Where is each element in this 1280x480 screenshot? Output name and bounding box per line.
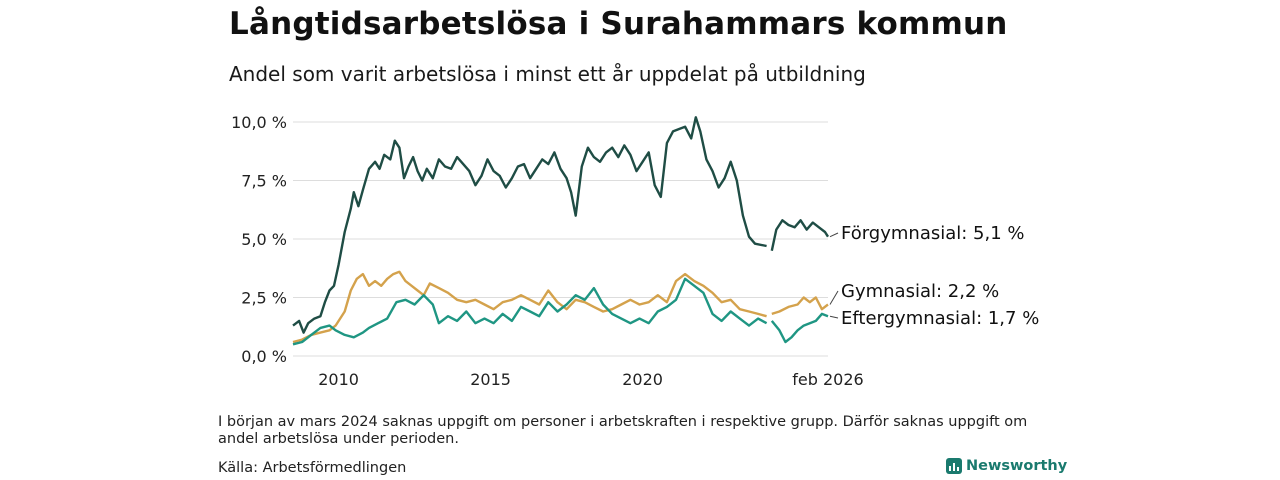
brand-name: Newsworthy [966, 458, 1068, 474]
series-line-forgymnasial [770, 219, 830, 251]
series-line-eftergymnasial [770, 312, 829, 344]
series-line-forgymnasial [292, 116, 767, 334]
newsworthy-icon [946, 458, 962, 474]
brand-logo[interactable]: Newsworthy [946, 458, 1067, 474]
series-lines [292, 116, 830, 346]
x-tick-label: feb 2026 [792, 370, 863, 389]
chart-title: Långtidsarbetslösa i Surahammars kommun [229, 6, 1008, 42]
footnote: I början av mars 2024 saknas uppgift om … [218, 414, 1028, 447]
y-tick-label: 5,0 % [241, 230, 287, 249]
series-line-eftergymnasial [292, 277, 768, 346]
end-label-forgymnasial: Förgymnasial: 5,1 % [841, 223, 1025, 244]
source-text: Källa: Arbetsförmedlingen [218, 460, 407, 476]
label-connector [829, 290, 839, 305]
series-line-gymnasial [292, 270, 767, 344]
chart-subtitle: Andel som varit arbetslösa i minst ett å… [229, 62, 866, 86]
y-axis: 0,0 % 2,5 % 5,0 % 7,5 % 10,0 % [231, 113, 287, 366]
y-tick-label: 7,5 % [241, 172, 287, 191]
x-tick-label: 2010 [318, 370, 359, 389]
y-tick-label: 0,0 % [241, 347, 287, 366]
y-tick-label: 10,0 % [231, 113, 287, 132]
x-tick-label: 2015 [470, 370, 511, 389]
grid-lines [293, 121, 828, 357]
label-connector [829, 315, 839, 319]
series-end-labels: Förgymnasial: 5,1 % Gymnasial: 2,2 % Efter… [829, 223, 1039, 329]
line-chart: 0,0 % 2,5 % 5,0 % 7,5 % 10,0 % 2010 2015 2020 f… [231, 113, 1039, 389]
label-connector [829, 232, 839, 238]
x-tick-label: 2020 [622, 370, 663, 389]
y-tick-label: 2,5 % [241, 289, 287, 308]
end-label-gymnasial: Gymnasial: 2,2 % [841, 281, 999, 302]
end-label-eftergymnasial: Eftergymnasial: 1,7 % [841, 308, 1039, 329]
series-line-gymnasial [771, 296, 829, 316]
x-axis: 2010 2015 2020 feb 2026 [318, 370, 863, 389]
